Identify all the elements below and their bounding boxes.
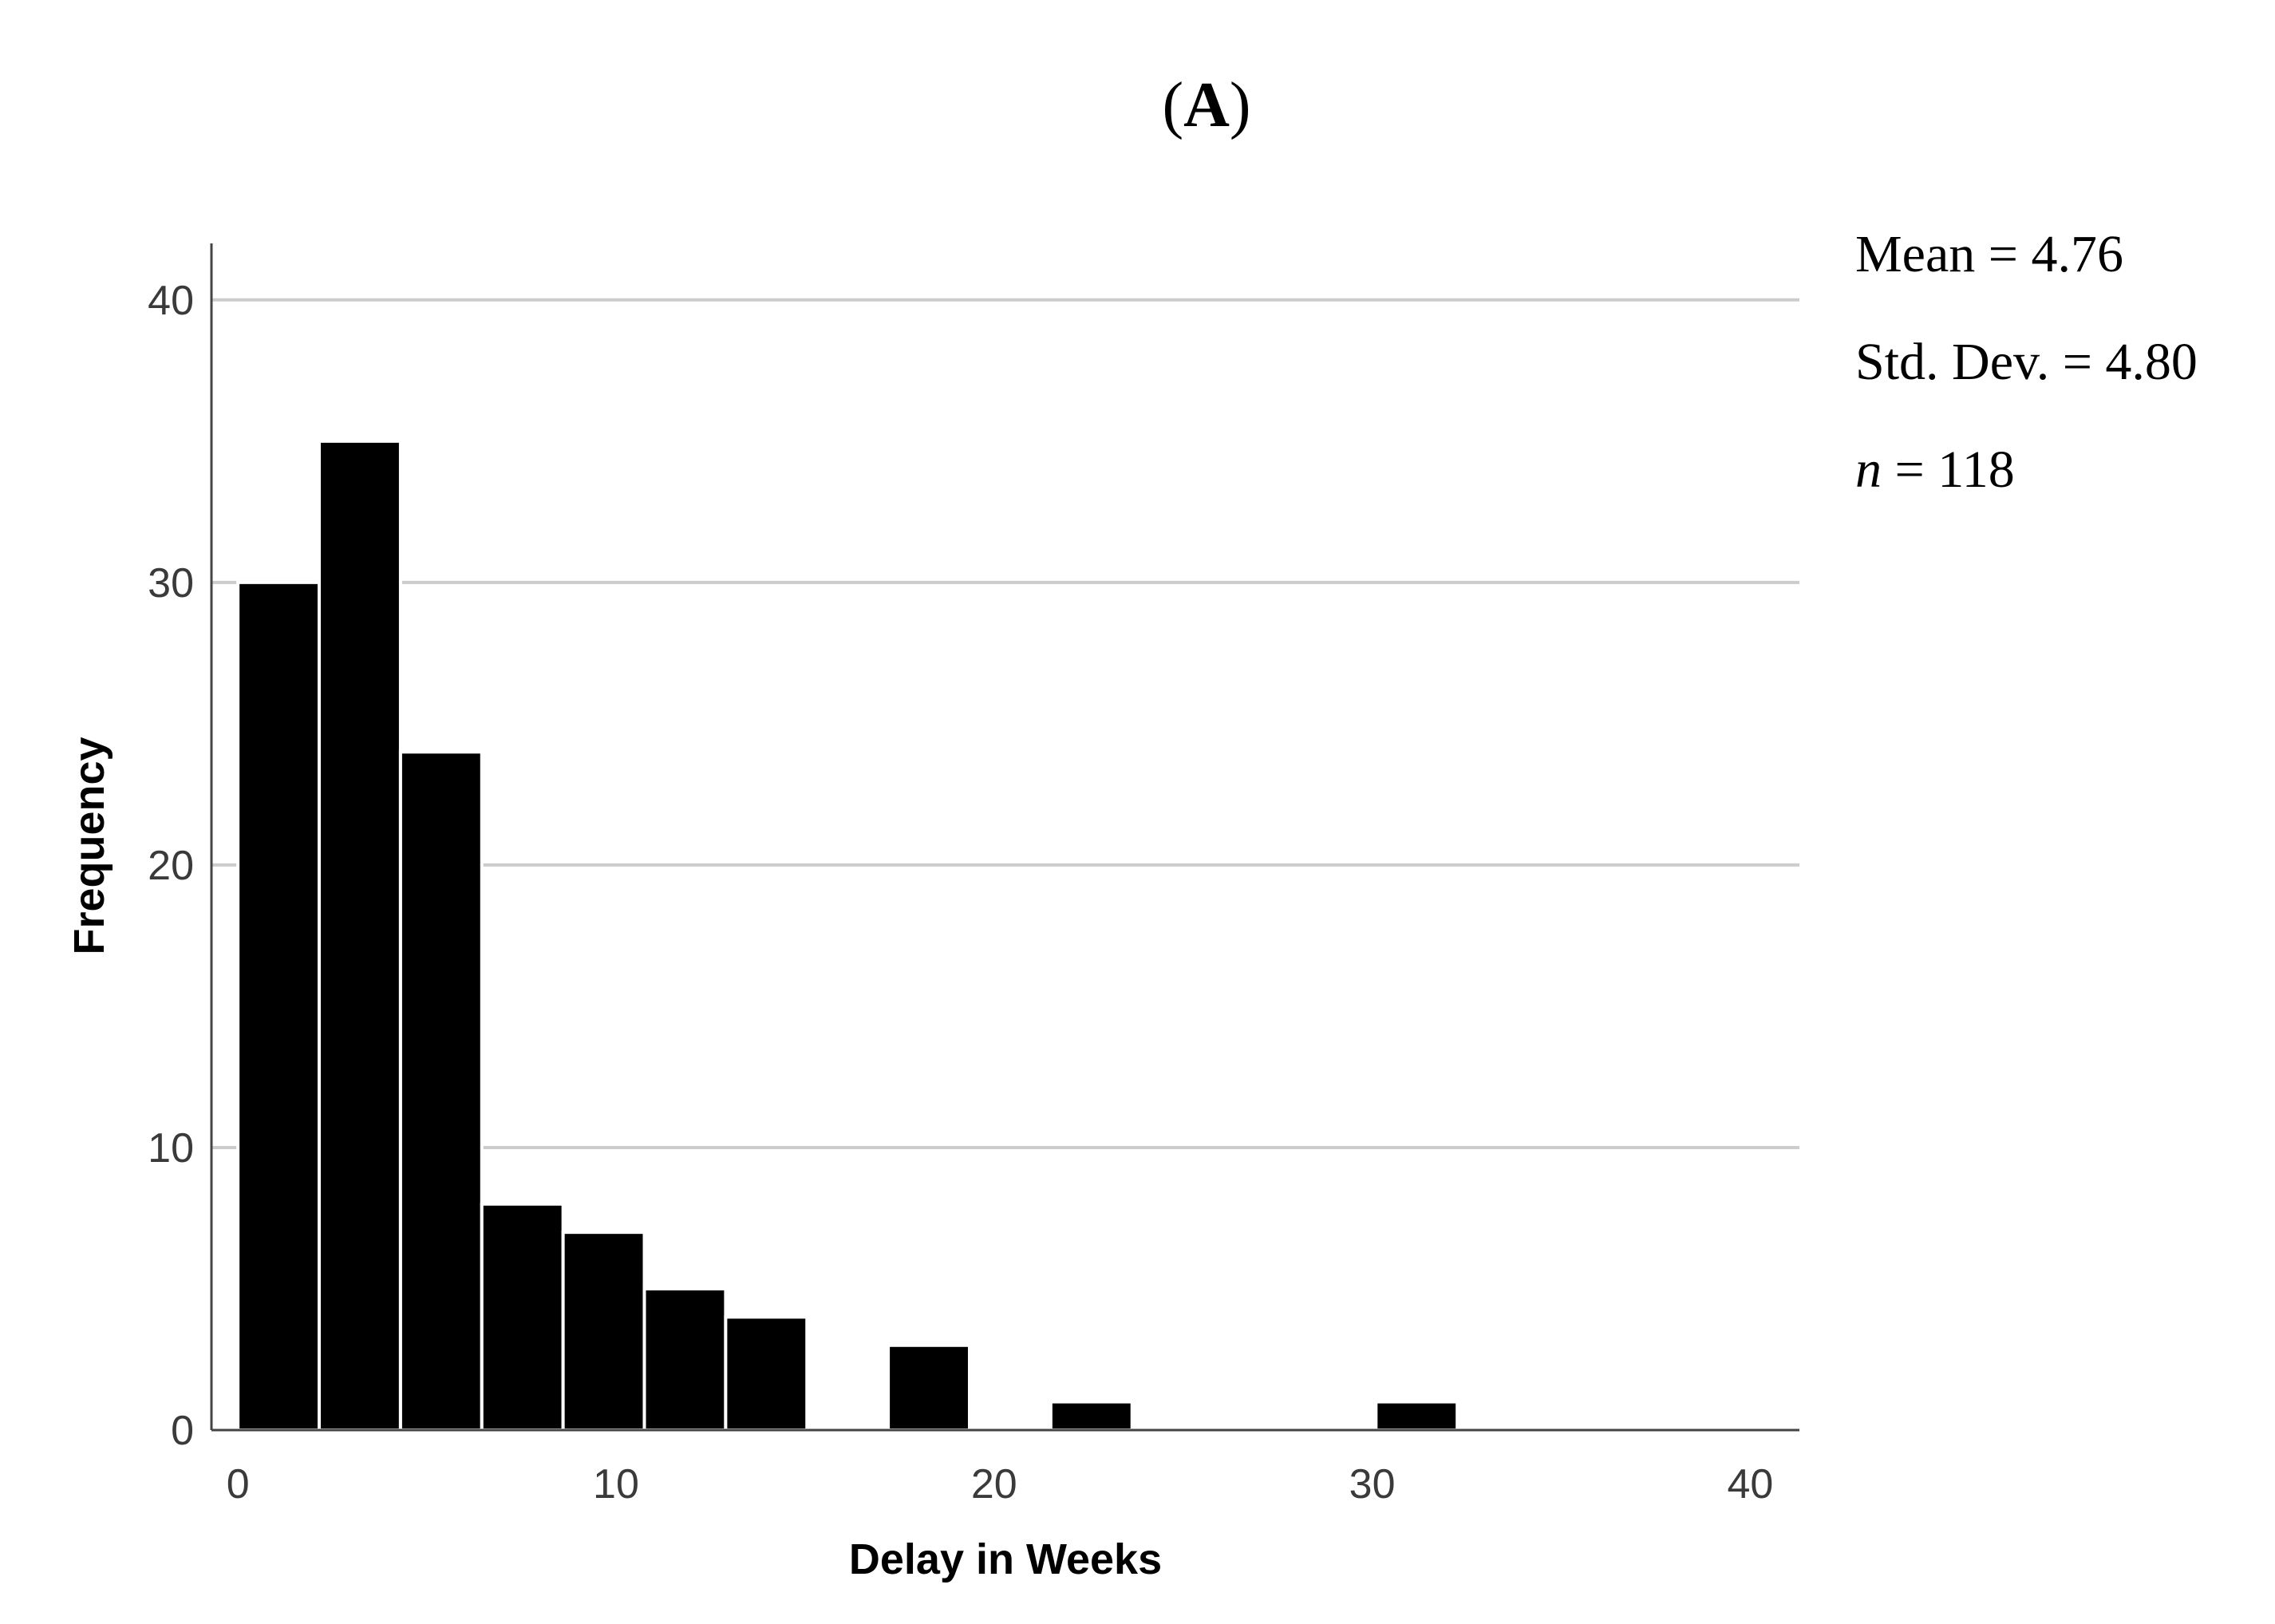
y-tick-label-0: 0 — [171, 1408, 194, 1454]
x-axis-title: Delay in Weeks — [849, 1535, 1162, 1583]
histogram-bar-4 — [561, 1231, 646, 1432]
stat-mean: Mean = 4.76 — [1855, 225, 2123, 283]
y-tick-label-30: 30 — [148, 560, 194, 607]
stat-std-dev: Std. Dev. = 4.80 — [1855, 333, 2198, 391]
x-tick-label-40: 40 — [1727, 1461, 1773, 1507]
panel-label-letter: A — [1183, 70, 1230, 140]
histogram-bar-7 — [887, 1343, 971, 1432]
x-tick-label-0: 0 — [227, 1461, 250, 1507]
x-tick-labels: 0 10 20 30 40 — [227, 1461, 1774, 1507]
histogram-bar-5 — [642, 1286, 728, 1432]
histogram-bar-1 — [318, 439, 402, 1432]
histogram-bar-0 — [236, 580, 322, 1432]
histogram-bar-6 — [724, 1315, 809, 1432]
panel-label: (A) — [1162, 70, 1250, 140]
y-tick-labels: 0 10 20 30 40 — [148, 278, 194, 1454]
axes — [210, 243, 1799, 1432]
y-tick-label-10: 10 — [148, 1125, 194, 1172]
histogram-bar-3 — [480, 1202, 565, 1432]
stat-n-value: = 118 — [1882, 441, 2015, 499]
histogram-bar-9 — [1374, 1400, 1459, 1432]
histogram-bars — [236, 439, 1459, 1432]
x-tick-label-30: 30 — [1349, 1461, 1396, 1507]
x-tick-label-10: 10 — [593, 1461, 639, 1507]
histogram-bar-8 — [1049, 1400, 1134, 1432]
y-tick-label-40: 40 — [148, 278, 194, 324]
y-axis-title: Frequency — [65, 737, 113, 954]
x-tick-label-20: 20 — [971, 1461, 1017, 1507]
y-tick-label-20: 20 — [148, 843, 194, 889]
stat-n: n = 118 — [1855, 441, 2015, 499]
histogram-bar-2 — [398, 750, 484, 1432]
stat-n-symbol: n — [1855, 441, 1882, 499]
